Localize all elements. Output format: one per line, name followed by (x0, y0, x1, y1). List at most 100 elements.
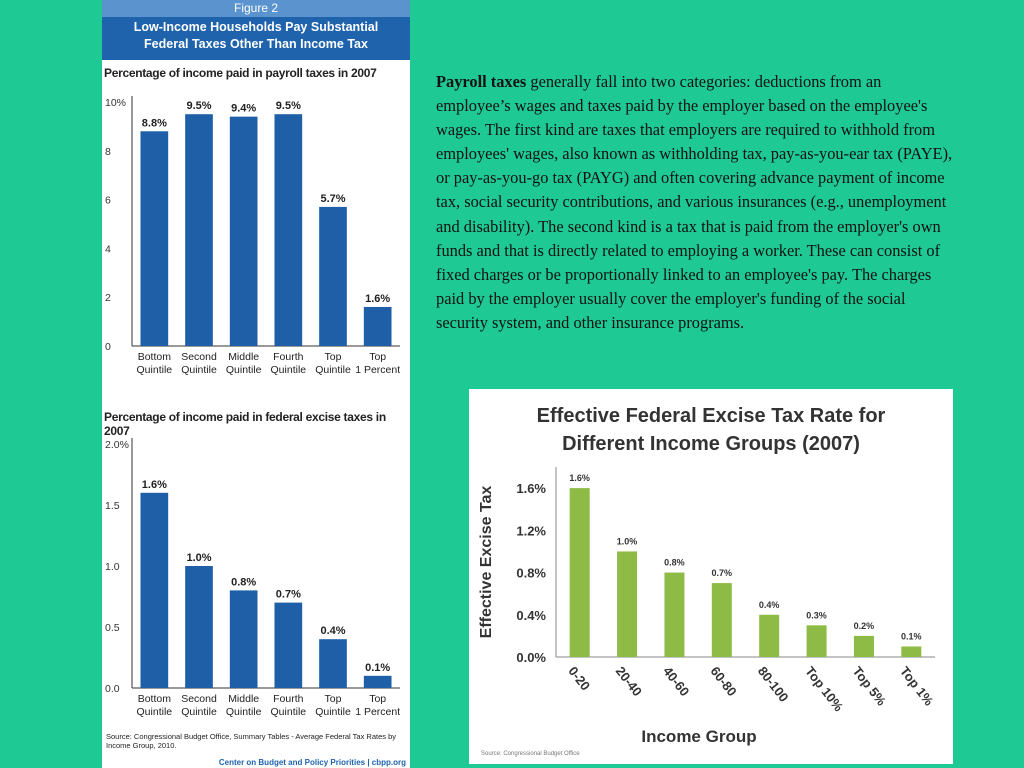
x-tick-label: 1 Percent (355, 364, 400, 376)
data-label: 0.8% (231, 576, 256, 588)
data-label: 0.1% (365, 662, 390, 674)
x-tick-label: 20-40 (613, 664, 645, 699)
data-label: 5.7% (320, 193, 345, 205)
data-label: 0.4% (759, 600, 780, 610)
x-tick-label: Second (181, 693, 217, 705)
excise-chart: 0.00.51.01.52.0%1.6%BottomQuintile1.0%Se… (105, 438, 400, 718)
bar (319, 639, 347, 688)
excise-chart-title: Percentage of income paid in federal exc… (104, 410, 386, 438)
data-label: 0.8% (664, 558, 685, 568)
data-label: 8.8% (142, 117, 167, 129)
paragraph-lead: Payroll taxes (436, 72, 527, 91)
bar (664, 572, 685, 657)
x-tick-label: 0-20 (565, 664, 593, 694)
x-tick-label: Middle (228, 351, 259, 363)
data-label: 9.5% (276, 100, 301, 112)
y-tick-label: 0.0% (516, 650, 546, 665)
y-tick-label: 0.4% (516, 608, 546, 623)
x-tick-label: Quintile (226, 706, 262, 718)
bar (229, 590, 258, 688)
bar (617, 551, 638, 657)
x-tick-label: 80-100 (755, 664, 792, 705)
y-tick-label: 2 (105, 292, 111, 304)
x-tick-label: Top 5% (850, 664, 890, 709)
data-label: 9.5% (186, 100, 211, 112)
x-tick-label: Quintile (181, 706, 217, 718)
x-tick-label: Top 10% (802, 664, 846, 715)
bar (185, 114, 213, 346)
bar (901, 646, 922, 657)
x-tick-label: Bottom (138, 351, 172, 363)
data-label: 9.4% (231, 103, 256, 115)
y-tick-label: 0.5 (105, 622, 120, 634)
x-tick-label: Quintile (226, 364, 262, 376)
y-tick-label: 0 (105, 341, 111, 353)
x-tick-label: Quintile (137, 364, 173, 376)
y-tick-label: 6 (105, 195, 111, 207)
bar (759, 614, 780, 657)
x-tick-label: Second (181, 351, 217, 363)
x-tick-label: Fourth (273, 351, 304, 363)
data-label: 0.3% (806, 610, 827, 620)
bar (319, 206, 347, 346)
x-tick-label: 40-60 (660, 664, 692, 699)
x-tick-label: Quintile (137, 706, 173, 718)
figure-title-line-2: Federal Taxes Other Than Income Tax (144, 37, 368, 51)
bar (274, 114, 303, 346)
y-tick-label: 0.8% (516, 566, 546, 581)
x-axis-title: Income Group (641, 727, 756, 746)
y-tick-label: 4 (105, 243, 111, 255)
x-tick-label: Bottom (138, 693, 172, 705)
bar (140, 131, 169, 346)
x-tick-label: Quintile (181, 364, 217, 376)
data-label: 0.4% (320, 625, 345, 637)
chart-title-line: Effective Federal Excise Tax Rate for (537, 405, 886, 427)
x-tick-label: Top (369, 693, 386, 705)
y-tick-label: 1.0 (105, 561, 120, 573)
chart-title-line: Different Income Groups (2007) (562, 433, 860, 455)
data-label: 1.0% (617, 536, 638, 546)
x-tick-label: 60-80 (707, 664, 739, 699)
excise-income-group-panel: Effective Federal Excise Tax Rate for Dif… (469, 389, 953, 764)
y-tick-label: 1.6% (516, 481, 546, 496)
bar (274, 602, 303, 688)
y-tick-label: 0.0 (105, 683, 120, 695)
x-tick-label: Top (325, 351, 342, 363)
bar (569, 488, 590, 657)
data-label: 1.6% (365, 293, 390, 305)
y-tick-label: 10% (105, 97, 126, 109)
y-tick-label: 1.2% (516, 523, 546, 538)
y-tick-label: 8 (105, 146, 111, 158)
x-tick-label: Top 1% (897, 664, 937, 709)
figure-label: Figure 2 (102, 0, 410, 17)
x-tick-label: Quintile (315, 364, 351, 376)
bar (363, 306, 392, 346)
bar (806, 625, 827, 657)
y-tick-label: 2.0% (105, 439, 129, 451)
figure-panel: Figure 2 Low-Income Households Pay Subst… (102, 0, 410, 768)
y-tick-label: 1.5 (105, 500, 120, 512)
data-label: 0.7% (712, 568, 733, 578)
data-label: 0.2% (854, 621, 875, 631)
x-tick-label: 1 Percent (355, 706, 400, 718)
data-label: 1.0% (186, 552, 211, 564)
payroll-chart: 0246810%8.8%BottomQuintile9.5%SecondQuin… (105, 96, 400, 376)
x-tick-label: Middle (228, 693, 259, 705)
source-note: Source: Congressional Budget Office, Sum… (106, 732, 397, 750)
chart-source: Source: Congressional Budget Office (481, 751, 580, 757)
data-label: 0.7% (276, 589, 301, 601)
y-axis-title: Effective Excise Tax (478, 486, 495, 639)
payroll-chart-title: Percentage of income paid in payroll tax… (104, 66, 377, 80)
bar (185, 566, 213, 688)
bar (853, 635, 874, 657)
payroll-taxes-paragraph: Payroll taxes generally fall into two ca… (436, 70, 960, 335)
x-tick-label: Quintile (271, 364, 307, 376)
excise-income-group-chart: Effective Federal Excise Tax Rate for Dif… (478, 405, 937, 757)
figure-title: Low-Income Households Pay Substantial Fe… (102, 19, 410, 53)
x-tick-label: Top (325, 693, 342, 705)
bar (711, 583, 732, 657)
data-label: 1.6% (142, 479, 167, 491)
x-tick-label: Quintile (271, 706, 307, 718)
bar (363, 675, 392, 688)
figure-title-line-1: Low-Income Households Pay Substantial (133, 20, 379, 34)
